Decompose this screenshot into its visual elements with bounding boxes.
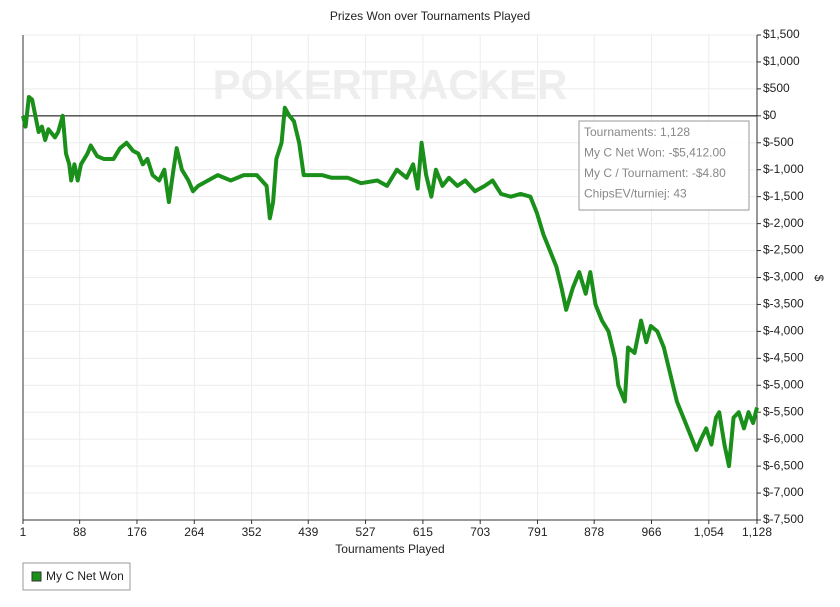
x-tick-label: 615 — [413, 525, 433, 539]
tooltip-text: My C Net Won: -$5,412.00 — [584, 146, 726, 160]
y-tick-label: $-4,000 — [763, 324, 804, 338]
data-line — [21, 94, 759, 469]
x-tick-label: 352 — [242, 525, 262, 539]
tooltip-text: ChipsEV/turniej: 43 — [584, 187, 687, 201]
y-tick-label: $-5,000 — [763, 377, 804, 391]
tooltip-text: My C / Tournament: -$4.80 — [584, 166, 726, 180]
x-tick-label: 527 — [356, 525, 376, 539]
x-tick-label: 439 — [298, 525, 318, 539]
legend-box — [22, 562, 131, 591]
y-tick-label: $-4,500 — [763, 351, 804, 365]
y-tick-label: $-500 — [763, 135, 794, 149]
y-tick-label: $-1,000 — [763, 162, 804, 176]
y-tick-label: $-5,500 — [763, 404, 804, 418]
y-tick-label: $-6,000 — [763, 431, 804, 445]
tooltip-text: Tournaments: 1,128 — [584, 125, 690, 139]
y-tick-label: $-1,500 — [763, 189, 804, 203]
y-tick-label: $0 — [763, 108, 777, 122]
x-tick-label: 88 — [73, 525, 87, 539]
y-tick-label: $-6,500 — [763, 458, 804, 472]
y-tick-label: $-2,500 — [763, 243, 804, 257]
y-tick-label: $-7,000 — [763, 485, 804, 499]
x-tick-label: 1 — [20, 525, 27, 539]
y-tick-label: $1,500 — [763, 27, 800, 41]
x-tick-label: 264 — [184, 525, 204, 539]
x-tick-label: 1,054 — [694, 525, 724, 539]
x-tick-label: 791 — [528, 525, 548, 539]
y-axis-label: $ — [812, 275, 826, 282]
y-tick-label: $1,000 — [763, 54, 800, 68]
x-tick-label: 878 — [584, 525, 604, 539]
x-tick-label: 1,128 — [742, 525, 772, 539]
y-tick-label: $-3,000 — [763, 270, 804, 284]
x-tick-label: 966 — [641, 525, 661, 539]
y-tick-label: $-2,000 — [763, 216, 804, 230]
x-axis-label: Tournaments Played — [335, 542, 444, 556]
y-tick-label: $-7,500 — [763, 512, 804, 526]
watermark: POKERTRACKER — [213, 61, 568, 108]
legend-swatch — [31, 571, 42, 582]
x-tick-label: 703 — [470, 525, 490, 539]
chart-title: Prizes Won over Tournaments Played — [330, 9, 530, 23]
y-tick-label: $-3,500 — [763, 297, 804, 311]
legend-label: My C Net Won — [46, 569, 124, 583]
y-tick-label: $500 — [763, 81, 790, 95]
x-tick-label: 176 — [127, 525, 147, 539]
tooltip-box — [578, 120, 750, 211]
